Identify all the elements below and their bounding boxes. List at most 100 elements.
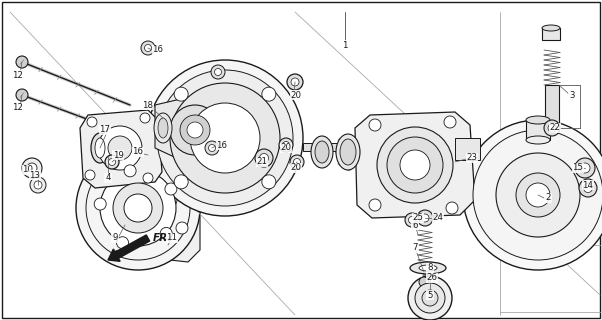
Bar (303, 143, 353, 151)
Circle shape (583, 183, 592, 193)
Circle shape (143, 173, 153, 183)
Text: 24: 24 (432, 213, 444, 222)
Circle shape (369, 119, 381, 131)
Circle shape (259, 154, 268, 163)
Circle shape (157, 70, 293, 206)
Text: 12: 12 (13, 103, 23, 113)
Circle shape (262, 175, 276, 189)
Circle shape (180, 115, 210, 145)
Circle shape (176, 222, 188, 234)
Circle shape (424, 284, 432, 292)
Circle shape (377, 127, 453, 203)
Circle shape (205, 141, 219, 155)
Circle shape (417, 210, 433, 226)
Text: 13: 13 (29, 171, 40, 180)
Text: 14: 14 (583, 180, 594, 189)
Circle shape (141, 41, 155, 55)
Circle shape (290, 155, 304, 169)
Circle shape (124, 194, 152, 222)
Circle shape (140, 113, 150, 123)
Circle shape (496, 153, 580, 237)
Circle shape (27, 163, 37, 173)
Ellipse shape (526, 136, 550, 144)
Text: 20: 20 (291, 164, 302, 172)
Circle shape (76, 146, 200, 270)
Ellipse shape (542, 25, 560, 31)
Circle shape (155, 185, 185, 215)
Circle shape (526, 183, 550, 207)
Bar (455, 138, 480, 160)
Bar (542, 28, 560, 40)
Circle shape (174, 87, 188, 101)
Bar (526, 120, 550, 140)
Circle shape (30, 177, 46, 193)
Circle shape (117, 237, 129, 249)
Circle shape (279, 138, 293, 152)
Circle shape (255, 149, 273, 167)
Polygon shape (138, 148, 200, 262)
FancyArrow shape (108, 235, 150, 261)
Circle shape (152, 169, 164, 181)
Polygon shape (355, 112, 475, 218)
Circle shape (208, 145, 216, 151)
Text: 20: 20 (281, 143, 291, 153)
Text: 10: 10 (22, 165, 34, 174)
Ellipse shape (336, 134, 360, 170)
Circle shape (100, 170, 176, 246)
Ellipse shape (105, 155, 119, 169)
Circle shape (16, 56, 28, 68)
Text: 21: 21 (256, 157, 267, 166)
Text: 16: 16 (152, 45, 164, 54)
Circle shape (387, 137, 443, 193)
Circle shape (165, 183, 177, 195)
Text: 4: 4 (105, 173, 111, 182)
Circle shape (287, 74, 303, 90)
Ellipse shape (95, 138, 105, 158)
Circle shape (575, 158, 595, 178)
Circle shape (16, 89, 28, 101)
Circle shape (160, 228, 172, 239)
Circle shape (163, 193, 177, 207)
Text: 8: 8 (427, 263, 433, 273)
Circle shape (282, 141, 290, 148)
Ellipse shape (419, 265, 437, 271)
Text: 16: 16 (217, 140, 228, 149)
Text: 23: 23 (467, 154, 477, 163)
Circle shape (369, 199, 381, 211)
Circle shape (176, 169, 188, 181)
Circle shape (419, 277, 429, 287)
Circle shape (214, 68, 222, 76)
Ellipse shape (311, 136, 333, 168)
Circle shape (211, 65, 225, 79)
Circle shape (85, 170, 95, 180)
Text: 5: 5 (427, 291, 433, 300)
Circle shape (463, 120, 602, 270)
Circle shape (262, 87, 276, 101)
Circle shape (422, 290, 438, 306)
Text: 26: 26 (426, 274, 438, 283)
Circle shape (444, 116, 456, 128)
Circle shape (144, 44, 152, 52)
Circle shape (294, 158, 300, 165)
Text: 22: 22 (550, 124, 560, 132)
Circle shape (94, 198, 106, 210)
Ellipse shape (315, 141, 329, 163)
Text: FR.: FR. (152, 233, 172, 243)
Text: 25: 25 (412, 213, 423, 222)
Text: 20: 20 (291, 91, 302, 100)
Text: 11: 11 (167, 234, 178, 243)
Text: 16: 16 (132, 148, 143, 156)
Text: 19: 19 (113, 150, 123, 159)
Ellipse shape (526, 116, 550, 124)
Circle shape (516, 173, 560, 217)
Text: 17: 17 (99, 125, 111, 134)
Circle shape (98, 126, 142, 170)
Text: 3: 3 (569, 91, 575, 100)
Text: 15: 15 (573, 164, 583, 172)
Circle shape (190, 103, 260, 173)
Text: 2: 2 (545, 194, 551, 203)
Circle shape (446, 202, 458, 214)
Text: 18: 18 (143, 100, 154, 109)
Bar (545, 85, 559, 125)
Ellipse shape (410, 262, 446, 274)
